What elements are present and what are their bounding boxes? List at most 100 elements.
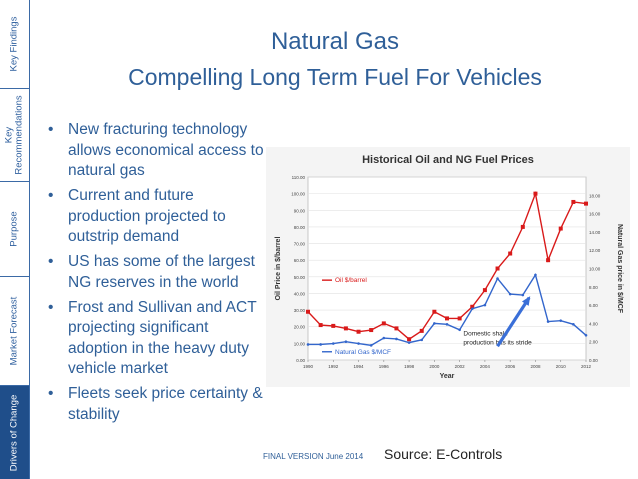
x-tick-label: 2002 — [455, 364, 466, 369]
y2-tick-label: 14.00 — [589, 230, 601, 235]
x-tick-label: 2004 — [480, 364, 491, 369]
data-point-natural-gas — [306, 343, 310, 346]
data-point-natural-gas — [357, 342, 360, 345]
page-subtitle: Compelling Long Term Fuel For Vehicles — [128, 64, 542, 90]
y2-tick-label: 16.00 — [589, 212, 601, 217]
data-point-natural-gas — [369, 344, 373, 347]
annotation-text: production hits its stride — [463, 339, 532, 346]
data-point-natural-gas — [470, 307, 474, 311]
y-tick-label: 0.00 — [296, 358, 305, 363]
x-tick-label: 1992 — [328, 364, 339, 369]
y-tick-label: 10.00 — [294, 341, 306, 346]
data-point-oil — [356, 329, 361, 334]
data-point-oil — [508, 251, 513, 256]
data-point-oil — [419, 328, 424, 333]
data-point-natural-gas — [445, 323, 449, 326]
data-point-natural-gas — [546, 320, 550, 323]
version-label: FINAL VERSION June 2014 — [263, 452, 364, 461]
data-point-natural-gas — [395, 337, 398, 341]
y-tick-label: 90.00 — [294, 208, 306, 213]
data-point-natural-gas — [483, 303, 487, 307]
data-point-oil — [331, 323, 336, 328]
data-point-oil — [470, 304, 475, 309]
y-tick-label: 80.00 — [294, 225, 306, 230]
tab-key-findings[interactable]: Key Findings — [0, 0, 30, 88]
x-tick-label: 1996 — [379, 364, 390, 369]
data-point-natural-gas — [521, 293, 525, 297]
data-point-oil — [533, 191, 538, 196]
annotation-arrowhead — [521, 296, 531, 306]
data-point-natural-gas — [407, 341, 411, 344]
y-tick-label: 60.00 — [294, 258, 306, 263]
y-tick-label: 40.00 — [294, 291, 306, 296]
y2-tick-label: 8.00 — [589, 285, 598, 290]
data-point-oil — [558, 226, 563, 231]
data-point-natural-gas — [344, 340, 348, 343]
data-point-oil — [407, 337, 412, 342]
data-point-natural-gas — [382, 336, 386, 340]
y2-tick-label: 12.00 — [589, 248, 601, 253]
sidebar-nav: Key Findings Key Recommendations Purpose… — [0, 0, 30, 479]
tab-label: Purpose — [8, 211, 20, 247]
data-point-oil — [432, 309, 437, 314]
data-point-natural-gas — [496, 277, 499, 280]
data-point-natural-gas — [584, 333, 588, 337]
tab-drivers-of-change[interactable]: Drivers of Change — [0, 386, 30, 479]
annotation-text: Domestic shale — [463, 330, 508, 337]
data-point-oil — [584, 201, 588, 206]
y2-tick-label: 2.00 — [589, 340, 598, 345]
data-point-oil — [394, 326, 399, 331]
y2-axis-label: Natural Gas price in $/MCF — [616, 224, 623, 314]
bullet-item: US has some of the largest NG reserves i… — [44, 252, 264, 293]
y-tick-label: 20.00 — [294, 325, 306, 330]
tab-market-forecast[interactable]: Market Forecast — [0, 277, 30, 385]
x-tick-label: 1994 — [354, 364, 365, 369]
y2-tick-label: 18.00 — [589, 193, 601, 198]
data-point-oil — [306, 309, 310, 314]
x-tick-label: 2012 — [581, 364, 592, 369]
bullet-item: Current and future production projected … — [44, 186, 264, 248]
source-label: Source: E-Controls — [384, 446, 503, 462]
data-point-natural-gas — [433, 322, 436, 325]
y-axis-label: Oil Price in $/barrel — [275, 237, 282, 301]
bullet-item: Frost and Sullivan and ACT projecting si… — [44, 298, 264, 380]
data-point-oil — [457, 316, 462, 321]
chart-title: Historical Oil and NG Fuel Prices — [362, 154, 534, 166]
y2-tick-label: 10.00 — [589, 267, 601, 272]
data-point-oil — [445, 316, 449, 321]
x-tick-label: 2008 — [530, 364, 541, 369]
data-point-oil — [318, 323, 323, 328]
y-tick-label: 30.00 — [294, 308, 306, 313]
data-point-natural-gas — [420, 338, 424, 342]
y2-tick-label: 4.00 — [589, 321, 598, 326]
tab-label: Key Findings — [8, 16, 20, 72]
data-point-oil — [495, 266, 500, 271]
y-tick-label: 70.00 — [294, 242, 306, 247]
data-point-natural-gas — [559, 319, 563, 322]
bullet-list: New fracturing technology allows economi… — [44, 120, 264, 430]
data-point-natural-gas — [508, 292, 512, 296]
data-point-oil — [571, 199, 576, 204]
y2-tick-label: 0.00 — [589, 358, 598, 363]
x-tick-label: 2006 — [505, 364, 516, 369]
tab-label: Drivers of Change — [8, 394, 20, 471]
data-point-natural-gas — [331, 342, 335, 345]
data-point-natural-gas — [458, 328, 461, 332]
tab-key-recommendations[interactable]: Key Recommendations — [0, 89, 30, 181]
tab-purpose[interactable]: Purpose — [0, 182, 30, 276]
x-tick-label: 2010 — [556, 364, 567, 369]
tab-divider — [0, 88, 30, 89]
tab-divider — [0, 276, 30, 277]
data-point-oil — [520, 224, 525, 229]
y-tick-label: 110.00 — [292, 175, 306, 180]
data-point-oil — [381, 321, 386, 326]
x-tick-label: 1998 — [404, 364, 415, 369]
legend-label-natural-gas: Natural Gas $/MCF — [335, 349, 391, 356]
annotation-arrow — [496, 296, 531, 348]
data-point-natural-gas — [534, 273, 537, 277]
x-tick-label: 2000 — [429, 364, 440, 369]
data-point-natural-gas — [572, 323, 575, 326]
y2-tick-label: 6.00 — [589, 303, 598, 308]
bullet-item: Fleets seek price certainty & stability — [44, 384, 264, 425]
plot-area — [307, 176, 587, 361]
